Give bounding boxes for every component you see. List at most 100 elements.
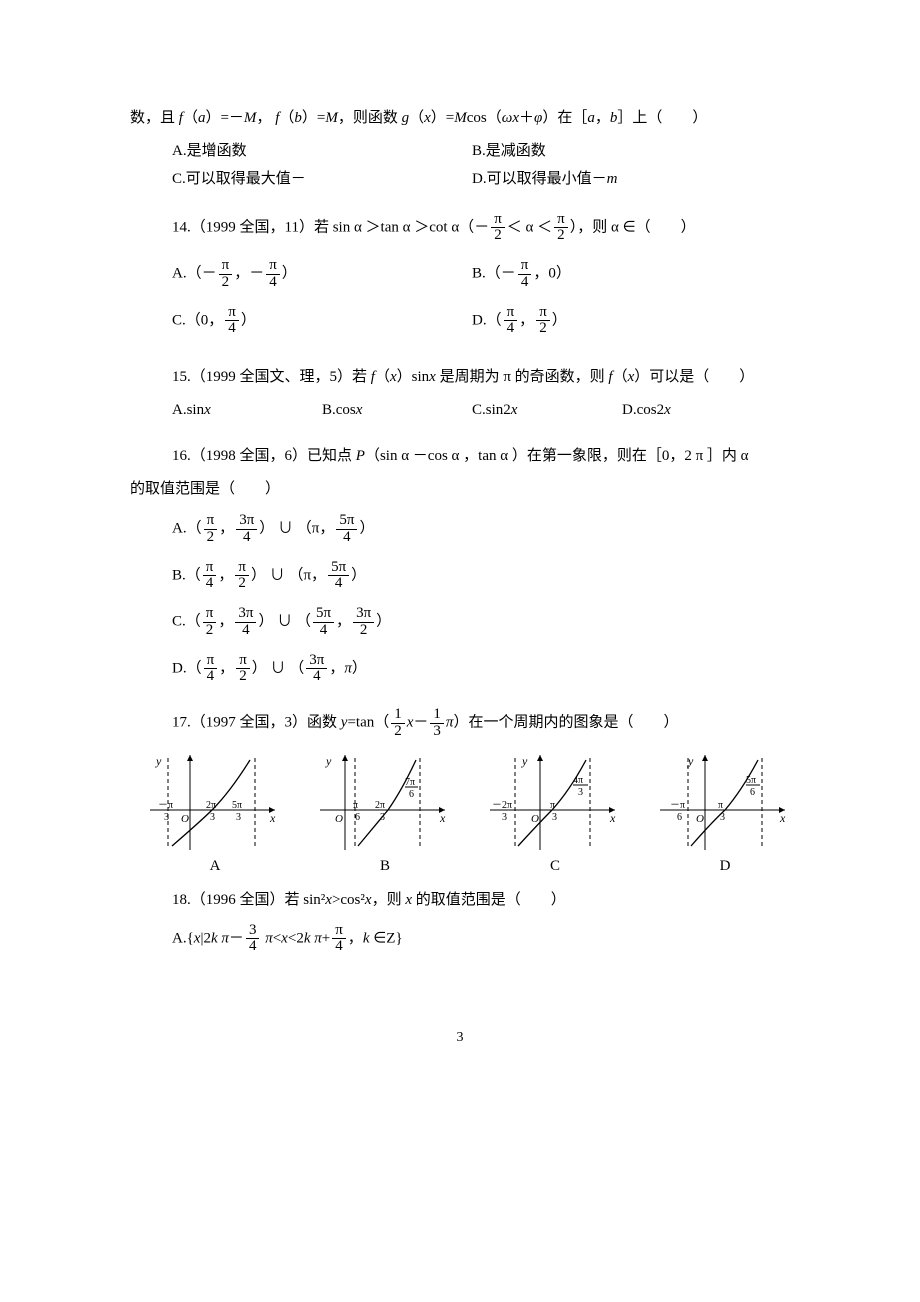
var-x: x (204, 402, 211, 418)
svg-text:3: 3 (236, 812, 241, 823)
var-k: k (211, 930, 218, 946)
svg-text:4π: 4π (573, 775, 583, 786)
var-f: f (179, 110, 183, 126)
txt: ）在一个周期内的图象是（ ） (453, 715, 678, 731)
txt: ）= (302, 110, 325, 126)
txt: ） (282, 266, 297, 282)
svg-text:y: y (687, 754, 694, 768)
op: － (229, 930, 244, 946)
txt: 15.（1999 全国文、理，5）若 (172, 369, 371, 385)
frac-1-2: 12 (391, 707, 405, 740)
txt: ， (595, 110, 610, 126)
var-x: x (390, 369, 397, 385)
graph-C: y x O －2π3 π3 4π3 C (490, 750, 620, 881)
tan-plot-B: y x O π6 2π3 7π6 (320, 750, 450, 850)
frac-pi-2: π2 (554, 212, 568, 245)
txt: D.cos2 (622, 402, 664, 418)
txt: A.sin (172, 402, 204, 418)
var-pi: π (314, 930, 322, 946)
txt: π (303, 567, 311, 583)
tan-plot-A: y x O －π 3 2π3 5π3 (150, 750, 280, 850)
txt: ）= (431, 110, 454, 126)
svg-text:6: 6 (355, 812, 360, 823)
txt: ， (219, 521, 234, 537)
q16-opt-C: C.（π2，3π4） ∪ （5π4，3π2） (130, 606, 790, 639)
svg-text:7π: 7π (405, 777, 415, 788)
graph-label-A: A (150, 852, 280, 881)
frac-pi-4: π4 (204, 653, 218, 686)
txt: ） (351, 567, 366, 583)
txt: ），则 α ∈（ ） (570, 219, 696, 235)
txt: ， (329, 660, 344, 676)
txt: B.cos (322, 402, 356, 418)
txt: ） (251, 567, 266, 583)
svg-text:3: 3 (380, 812, 385, 823)
frac-pi-2: π2 (491, 212, 505, 245)
var-x: x (664, 402, 671, 418)
txt: 数，且 (130, 110, 179, 126)
txt: 是周期为 π 的奇函数，则 (436, 369, 609, 385)
var-f: f (371, 369, 375, 385)
txt: ＜ α ＜ (507, 219, 552, 235)
var-x: x (511, 402, 518, 418)
txt: ） (359, 521, 374, 537)
q-intro-opts-row1: A.是增函数 B.是减函数 (130, 137, 790, 166)
txt: 的取值范围是（ ） (412, 892, 566, 908)
var-P: P (356, 448, 365, 464)
tan-plot-D: y x O －π6 π3 5π6 (660, 750, 790, 850)
var-m: m (607, 171, 618, 187)
q15-opts: A.sinx B.cosx C.sin2x D.cos2x (130, 396, 790, 425)
txt: ， (218, 614, 233, 630)
svg-text:6: 6 (409, 789, 414, 800)
opt-B: B.cosx (322, 396, 472, 425)
graph-label-B: B (320, 852, 450, 881)
txt: ） (376, 614, 391, 630)
txt: D.（ (172, 660, 202, 676)
txt: ） (259, 521, 274, 537)
svg-text:π: π (353, 800, 358, 811)
var-f: f (608, 369, 612, 385)
q16-opt-D: D.（π4，π2） ∪ （3π4，π） (130, 653, 790, 686)
opt-C: C.sin2x (472, 396, 622, 425)
txt: ） (552, 312, 567, 328)
graph-label-C: C (490, 852, 620, 881)
txt: B.（ (472, 266, 501, 282)
q14-opts-row2: C.（0，π4） D.（π4，π2） (130, 305, 790, 338)
frac-3pi-4: 3π4 (306, 653, 327, 686)
var-pi: π (265, 930, 273, 946)
var-a: a (587, 110, 595, 126)
txt: |2 (200, 930, 211, 946)
frac-3pi-4: 3π4 (235, 606, 256, 639)
q14-opts-row1: A.（－π2，－π4） B.（－π4，0） (130, 258, 790, 291)
svg-text:π: π (718, 800, 723, 811)
frac-3pi-4: 3π4 (236, 513, 257, 546)
var-k: k (304, 930, 311, 946)
txt: ，0） (533, 266, 571, 282)
txt: 14.（1999 全国，11）若 sin α ＞tan α ＞cot α（ (172, 219, 474, 235)
frac-pi-2: π2 (204, 513, 218, 546)
q-intro-stem: 数，且 f（a）=－M， f（b）=M，则函数 g（x）=Mcos（ωx＋φ）在… (130, 104, 790, 133)
op: ＋ (519, 110, 534, 126)
frac-pi-2: π2 (203, 606, 217, 639)
var-x: x (281, 930, 288, 946)
q16-opt-B: B.（π4，π2） ∪ （π，5π4） (130, 560, 790, 593)
txt: π (344, 660, 352, 676)
svg-text:6: 6 (750, 787, 755, 798)
var-M: M (454, 110, 467, 126)
svg-text:3: 3 (502, 812, 507, 823)
var-omega: ω (502, 110, 513, 126)
graph-A: y x O －π 3 2π3 5π3 A (150, 750, 280, 881)
txt: 17.（1997 全国，3）函数 (172, 715, 341, 731)
frac-pi-2: π2 (236, 653, 250, 686)
q16-stem-l1: 16.（1998 全国，6）已知点 P（sin α －cos α ，tan α … (130, 442, 790, 471)
frac-pi-4: π4 (332, 923, 346, 956)
frac-5pi-4: 5π4 (313, 606, 334, 639)
var-x: x (365, 892, 372, 908)
graph-D: y x O －π6 π3 5π6 D (660, 750, 790, 881)
svg-text:3: 3 (210, 812, 215, 823)
txt: ，则 (372, 892, 406, 908)
q17-graphs: y x O －π 3 2π3 5π3 A y x O π6 2π3 7π6 B (150, 750, 790, 881)
graph-label-D: D (660, 852, 790, 881)
svg-text:y: y (155, 754, 162, 768)
frac-5pi-4: 5π4 (336, 513, 357, 546)
